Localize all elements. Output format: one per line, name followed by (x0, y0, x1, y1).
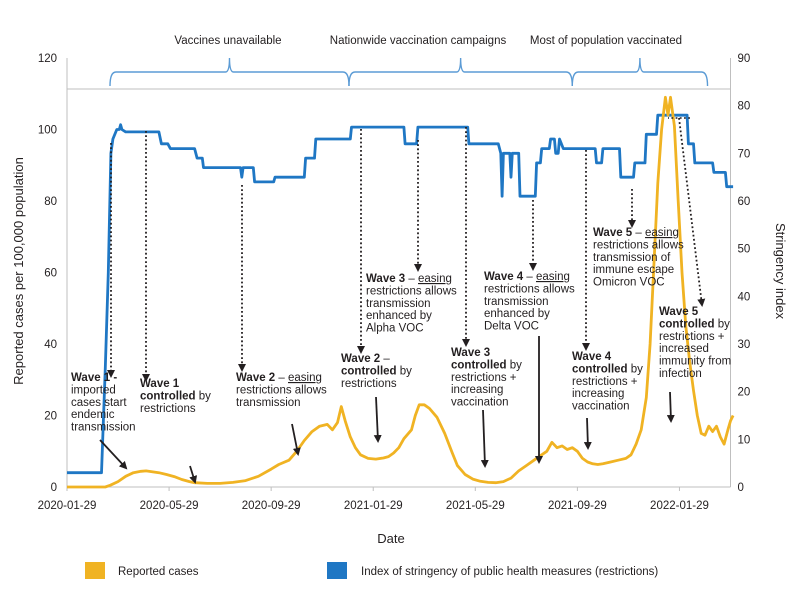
legend-swatch-stringency (327, 562, 347, 579)
phase-bracket (571, 57, 709, 87)
x-axis-title: Date (377, 531, 404, 546)
annotation-w1a: Wave 1 -imported cases start endemic transm… (71, 372, 136, 434)
right-tick-label: 30 (738, 339, 751, 351)
annotation-w3a: Wave 3 – easing restrictions allows transm… (366, 273, 457, 335)
x-tick-label: 2021-09-29 (548, 500, 607, 512)
plot-frame (66, 58, 731, 488)
arrow-solid (99, 439, 128, 470)
x-tick-label: 2020-09-29 (242, 500, 301, 512)
left-axis-title: Reported cases per 100,000 population (11, 157, 26, 385)
arrow-solid (666, 391, 675, 423)
annotation-w5b: Wave 5 controlled by restrictions + increas… (659, 306, 731, 380)
legend-label-stringency: Index of stringency of public health mea… (361, 566, 658, 578)
right-tick-label: 0 (738, 482, 744, 494)
x-tick-label: 2022-01-29 (650, 500, 709, 512)
annotation-w4a: Wave 4 – easing restrictions allows transm… (484, 271, 575, 333)
arrow-solid (291, 423, 301, 456)
left-tick-label: 20 (44, 411, 57, 423)
annotation-w2b: Wave 2 – controlled by restrictions (341, 353, 412, 390)
arrow-solid (480, 409, 489, 468)
x-tick-label: 2021-01-29 (344, 500, 403, 512)
left-tick-label: 120 (38, 53, 57, 65)
annotation-texts: Wave 1 -imported cases start endemic transm… (71, 227, 731, 434)
right-axis: 0 10 20 30 40 50 60 70 80 90 (738, 53, 751, 494)
x-axis: 2020-01-29 2020-05-29 2020-09-29 2021-01-29… (38, 487, 709, 512)
arrow-solid (373, 396, 382, 443)
right-tick-label: 70 (738, 148, 751, 160)
phase-label: Most of population vaccinated (530, 35, 682, 47)
phase-label: Vaccines unavailable (174, 35, 281, 47)
phase-brackets: Vaccines unavailable Nationwide vaccinati… (109, 35, 709, 87)
annotation-w2a: Wave 2 – easing restrictions allows transm… (236, 372, 327, 409)
annotation-w5a: Wave 5 – easing restrictions allows transm… (593, 227, 684, 289)
legend-swatch-cases (85, 562, 105, 579)
right-tick-label: 10 (738, 434, 751, 446)
left-axis: 0 20 40 60 80 100 120 (38, 53, 57, 494)
cases-line (67, 95, 735, 489)
left-tick-label: 60 (44, 268, 57, 280)
x-tick-label: 2021-05-29 (446, 500, 505, 512)
annotation-w1b: Wave 1 controlled by restrictions (140, 378, 211, 415)
series-layer (67, 95, 735, 489)
annotation-arrows (99, 117, 706, 484)
left-tick-label: 40 (44, 339, 57, 351)
right-tick-label: 40 (738, 291, 751, 303)
legend-label-cases: Reported cases (118, 566, 199, 578)
stringency-line (67, 113, 734, 475)
x-tick-label: 2020-05-29 (140, 500, 199, 512)
left-tick-label: 0 (51, 482, 57, 494)
x-tick-label: 2020-01-29 (38, 500, 97, 512)
phase-bracket (348, 57, 573, 87)
right-tick-label: 20 (738, 387, 751, 399)
phase-label: Nationwide vaccination campaigns (330, 35, 507, 47)
right-tick-label: 90 (738, 53, 751, 65)
arrow-solid (583, 417, 592, 450)
right-tick-label: 60 (738, 196, 751, 208)
right-tick-label: 50 (738, 244, 751, 256)
phase-bracket (109, 57, 350, 87)
legend: Reported cases Index of stringency of pu… (85, 562, 658, 579)
annotation-w4b: Wave 4 controlled by restrictions + increas… (572, 351, 643, 413)
left-tick-label: 100 (38, 125, 57, 137)
arrow-solid (189, 465, 198, 484)
right-axis-title: Stringency index (773, 223, 788, 320)
left-tick-label: 80 (44, 196, 57, 208)
annotation-w3b: Wave 3 controlled by restrictions + increas… (451, 347, 522, 409)
right-tick-label: 80 (738, 101, 751, 113)
arrow-dotted (678, 117, 706, 307)
